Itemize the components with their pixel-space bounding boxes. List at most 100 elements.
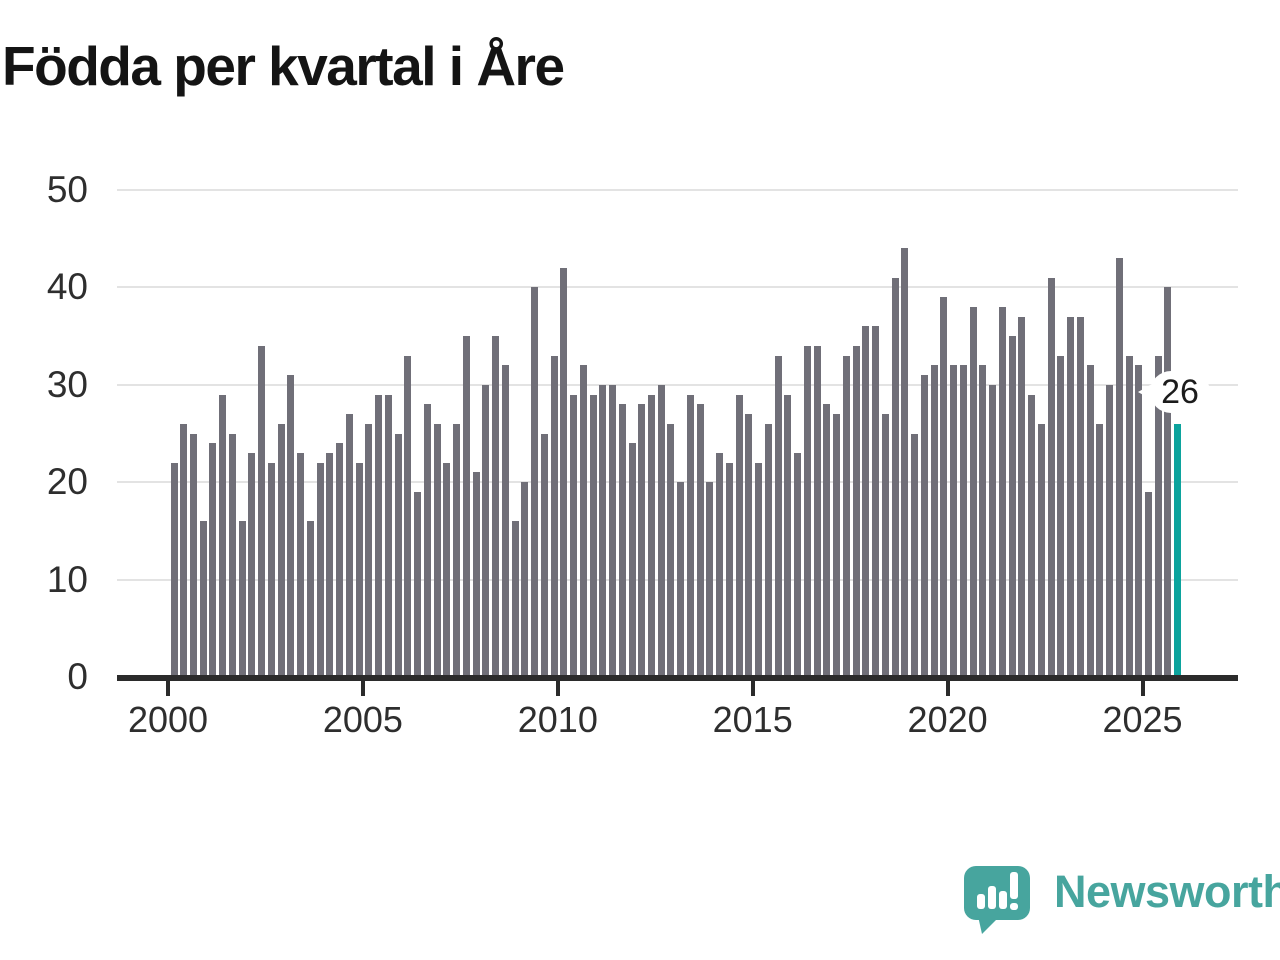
bar-2019q2 — [920, 375, 928, 677]
bar-2013q1 — [677, 482, 685, 677]
x-tick-label-2000: 2000 — [127, 699, 209, 740]
bar-2015q3 — [774, 355, 782, 677]
bar-2005q4 — [394, 433, 402, 677]
bar-2013q4 — [706, 482, 714, 677]
bar-2003q3 — [306, 521, 314, 677]
bar-2000q1 — [170, 462, 178, 677]
bar-2017q4 — [862, 326, 870, 677]
bar-2012q3 — [657, 384, 665, 677]
bar-2012q1 — [638, 404, 646, 677]
bar-2012q2 — [648, 394, 655, 677]
bar-2003q1 — [287, 375, 295, 677]
bar-2006q4 — [433, 423, 441, 677]
bar-2000q2 — [180, 423, 188, 677]
x-tick-label-2010: 2010 — [517, 699, 598, 740]
bar-2014q3 — [735, 394, 743, 677]
gridline-50 — [117, 189, 1238, 191]
x-tick-label-2025: 2025 — [1102, 699, 1183, 740]
bar-2002q2 — [258, 345, 266, 677]
bar-2018q2 — [881, 414, 889, 677]
bar-2015q2 — [764, 423, 772, 677]
bar-2001q3 — [228, 433, 236, 677]
bar-2019q3 — [930, 365, 938, 677]
bar-2014q4 — [745, 414, 753, 677]
bar-2008q4 — [511, 521, 519, 677]
bar-2006q3 — [423, 404, 431, 677]
bar-2000q3 — [189, 433, 197, 677]
y-tick-label-10: 10 — [46, 558, 88, 600]
bar-2021q4 — [1018, 316, 1026, 677]
chart-title: Födda per kvartal i Åre — [2, 35, 565, 97]
bar-2012q4 — [667, 423, 675, 677]
bar-2011q3 — [618, 404, 626, 677]
bar-2010q1 — [560, 267, 568, 677]
bar-2014q1 — [716, 452, 724, 677]
bar-2024q1 — [1106, 384, 1114, 677]
x-tick-2000 — [166, 681, 170, 696]
bar-2009q4 — [550, 355, 558, 677]
bar-2024q3 — [1125, 355, 1133, 677]
bar-2016q2 — [803, 345, 811, 677]
bar-2004q2 — [336, 443, 344, 677]
bar-2001q4 — [238, 521, 246, 677]
bar-2024q4 — [1135, 365, 1143, 677]
gridline-30 — [117, 383, 1238, 386]
bar-2004q1 — [326, 452, 334, 677]
x-tick-2010 — [555, 681, 560, 696]
bar-2011q4 — [628, 443, 636, 677]
bar-2019q4 — [940, 297, 948, 677]
bar-2009q2 — [531, 287, 539, 677]
bar-2017q1 — [833, 414, 841, 677]
bar-2023q3 — [1086, 365, 1094, 677]
bar-2009q1 — [521, 482, 529, 677]
bar-2009q3 — [540, 433, 548, 677]
bar-2023q2 — [1076, 316, 1084, 677]
bar-2016q1 — [794, 452, 802, 677]
bar-2023q4 — [1096, 423, 1104, 677]
x-tick-label-2020: 2020 — [907, 699, 988, 740]
highlighted-bar-2025q4 — [1174, 423, 1182, 677]
bar-2006q1 — [404, 355, 412, 677]
bar-2010q3 — [579, 365, 587, 677]
bar-2015q4 — [784, 394, 792, 677]
bar-2022q3 — [1047, 277, 1055, 677]
y-tick-label-50: 50 — [46, 169, 88, 210]
bar-2019q1 — [911, 433, 919, 677]
bar-2007q1 — [443, 462, 451, 677]
gridline-40 — [117, 286, 1238, 289]
bar-2021q2 — [998, 306, 1006, 677]
x-tick-label-2015: 2015 — [712, 699, 793, 740]
bar-2023q1 — [1067, 316, 1075, 677]
bar-2004q3 — [345, 414, 353, 677]
bar-2008q2 — [492, 336, 500, 677]
y-tick-label-30: 30 — [46, 363, 88, 405]
bar-2007q2 — [453, 423, 461, 677]
bar-2021q1 — [989, 384, 997, 677]
bar-2006q2 — [414, 491, 422, 677]
bar-2017q2 — [842, 355, 850, 677]
x-tick-2025 — [1140, 681, 1145, 696]
bar-2007q3 — [462, 336, 470, 677]
bar-2016q4 — [823, 404, 831, 677]
bar-2022q4 — [1057, 355, 1065, 677]
bar-2008q3 — [501, 365, 509, 677]
newsworthy-logo: Newsworthy — [962, 858, 1280, 936]
bar-2016q3 — [813, 345, 821, 677]
bar-2005q2 — [375, 394, 383, 677]
bar-2003q4 — [316, 462, 324, 677]
bar-2007q4 — [472, 472, 480, 677]
bar-2011q1 — [599, 384, 607, 677]
bar-2020q3 — [969, 306, 977, 677]
bar-2002q3 — [267, 462, 275, 677]
value-annotation-label: 26 — [1161, 372, 1199, 411]
bar-2017q3 — [852, 345, 860, 677]
bar-2005q1 — [365, 423, 373, 677]
bar-2015q1 — [755, 462, 763, 677]
bar-2014q2 — [725, 462, 733, 677]
bar-2013q2 — [686, 394, 694, 677]
x-tick-2020 — [945, 681, 950, 696]
bar-2004q4 — [355, 462, 363, 677]
x-tick-label-2005: 2005 — [322, 699, 403, 740]
x-tick-2005 — [360, 681, 365, 696]
